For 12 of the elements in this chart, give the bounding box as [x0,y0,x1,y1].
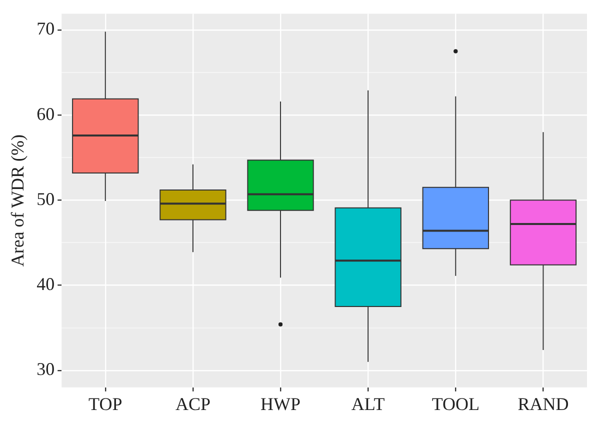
x-tick-label: ACP [175,394,210,414]
y-axis-title: Area of WDR (%) [8,134,28,267]
x-tick-label: TOP [88,394,122,414]
x-tick-label: RAND [518,394,569,414]
y-tick-label: 50 [36,188,55,209]
y-tick-label: 40 [36,274,55,294]
y-tick-label: 70 [36,18,55,39]
x-tick-label: HWP [260,394,301,414]
y-tick-label: 60 [36,104,55,124]
y-tick-label: 30 [36,359,55,380]
x-tick-label: TOOL [432,394,480,414]
x-tick-label: ALT [351,394,385,414]
